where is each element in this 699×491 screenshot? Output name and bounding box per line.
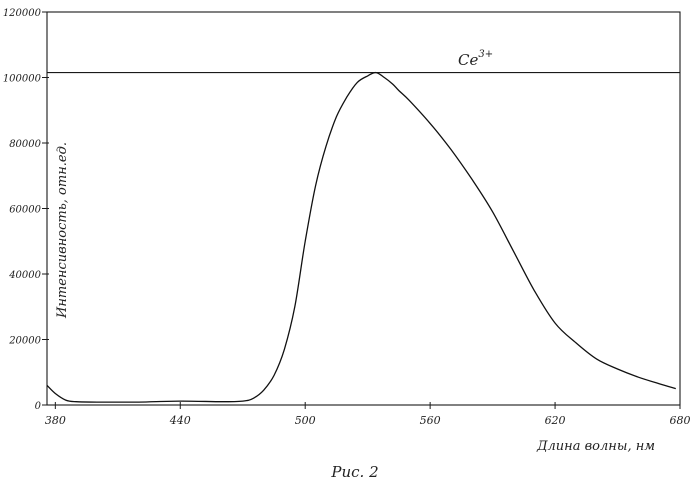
y-tick-label: 60000 (9, 205, 41, 216)
series-group (47, 73, 676, 403)
x-tick-label: 620 (545, 414, 566, 427)
y-axis-ticks: 0 20000 40000 60000 80000 100000 120000 (3, 8, 49, 412)
y-axis-label: Интенсивность, отн.ед. (55, 142, 70, 319)
x-axis-ticks: 380 440 500 560 620 680 (45, 402, 691, 427)
y-tick-label: 80000 (9, 139, 41, 150)
y-tick-label: 40000 (8, 270, 41, 281)
figure-caption: Рис. 2 (330, 463, 378, 481)
y-tick-label: 120000 (3, 8, 42, 19)
x-tick-label: 680 (670, 414, 691, 427)
y-tick-label: 100000 (3, 74, 42, 85)
x-tick-label: 380 (45, 414, 66, 427)
x-tick-label: 560 (420, 414, 441, 427)
plot-area-border (47, 12, 680, 405)
y-tick-label: 0 (35, 401, 42, 412)
y-tick-label: 20000 (8, 336, 41, 347)
emission-spectrum-line (47, 73, 676, 403)
x-axis-label: Длина волны, нм (536, 439, 655, 454)
annotation-superscript: 3+ (478, 49, 493, 60)
ce3-annotation: Ce3+ (458, 49, 493, 69)
x-tick-label: 500 (295, 414, 316, 427)
plot-frame (47, 12, 680, 405)
annotation-text: Ce (458, 51, 478, 69)
x-tick-label: 440 (169, 414, 191, 427)
